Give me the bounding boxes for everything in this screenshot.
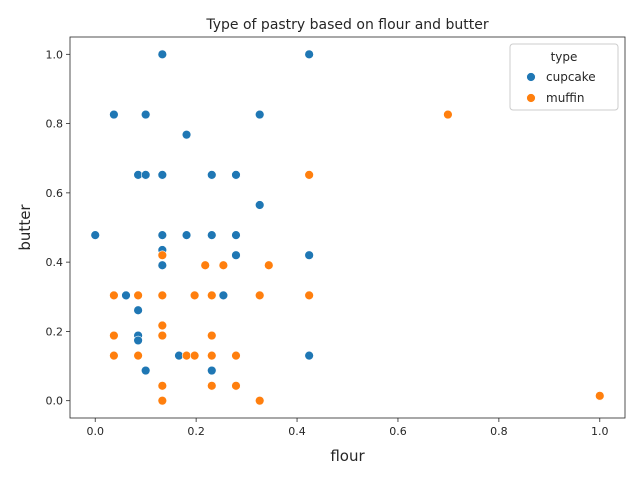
point-muffin: [181, 350, 192, 361]
point-muffin: [109, 350, 119, 361]
x-tick-label: 1.0: [591, 425, 609, 438]
point-muffin: [157, 320, 168, 331]
point-muffin: [200, 260, 210, 270]
y-tick-label: 0.0: [46, 395, 64, 408]
y-axis-ticks: 0.0 0.2 0.4 0.6 0.8 1.0: [46, 48, 70, 408]
point-muffin: [264, 260, 274, 270]
point-cupcake: [181, 129, 192, 140]
point-muffin: [189, 290, 200, 301]
point-cupcake: [133, 305, 143, 315]
point-muffin: [157, 381, 168, 391]
point-muffin: [304, 290, 314, 301]
x-axis-ticks: 0.0 0.2 0.4 0.6 0.8 1.0: [86, 418, 609, 438]
point-cupcake: [304, 49, 314, 60]
point-cupcake: [255, 200, 265, 210]
x-tick-label: 0.0: [86, 425, 104, 438]
point-muffin: [157, 250, 168, 260]
point-muffin: [443, 109, 453, 120]
y-axis-label: butter: [16, 204, 34, 251]
point-cupcake: [109, 109, 119, 120]
legend-box: [509, 43, 619, 111]
point-muffin: [207, 330, 217, 341]
point-cupcake: [121, 290, 131, 301]
point-muffin: [133, 290, 143, 301]
y-tick-label: 0.6: [46, 187, 64, 200]
point-muffin: [109, 290, 119, 301]
point-cupcake: [157, 230, 168, 240]
point-cupcake: [90, 230, 100, 240]
point-cupcake: [231, 170, 241, 180]
point-cupcake: [157, 260, 168, 270]
point-cupcake: [231, 250, 241, 260]
legend: type cupcake muffin: [509, 43, 619, 111]
legend-title: type: [551, 50, 578, 64]
point-cupcake: [181, 230, 192, 240]
point-cupcake: [218, 290, 229, 301]
legend-marker-muffin: [526, 93, 536, 103]
point-muffin: [189, 350, 200, 361]
y-tick-label: 1.0: [46, 48, 64, 61]
point-muffin: [207, 350, 217, 361]
point-cupcake: [133, 335, 143, 346]
point-muffin: [207, 381, 217, 391]
point-muffin: [231, 381, 241, 391]
point-muffin: [157, 330, 168, 341]
x-axis-label: flour: [330, 447, 365, 465]
point-muffin: [595, 391, 605, 401]
point-cupcake: [140, 170, 151, 180]
y-tick-label: 0.8: [46, 118, 64, 131]
legend-label-muffin: muffin: [546, 91, 585, 105]
plot-area: 0.0 0.2 0.4 0.6 0.8 1.0 0.0 0.2 0.4 0.6 0.8 1.0: [46, 36, 626, 438]
point-cupcake: [207, 365, 217, 376]
point-cupcake: [140, 109, 151, 120]
point-muffin: [109, 330, 119, 341]
chart-title: Type of pastry based on flour and butter: [205, 17, 488, 33]
y-tick-label: 0.4: [46, 256, 64, 269]
y-tick-label: 0.2: [46, 325, 64, 338]
point-cupcake: [157, 170, 168, 180]
point-muffin: [157, 290, 168, 301]
x-tick-label: 0.4: [288, 425, 306, 438]
point-cupcake: [255, 109, 265, 120]
point-cupcake: [140, 365, 151, 376]
point-cupcake: [304, 250, 314, 260]
point-cupcake: [207, 230, 217, 240]
point-muffin: [133, 350, 143, 361]
x-tick-label: 0.2: [187, 425, 205, 438]
data-points: [90, 49, 605, 406]
point-muffin: [255, 290, 265, 301]
point-cupcake: [304, 350, 314, 361]
legend-label-cupcake: cupcake: [546, 70, 596, 84]
point-muffin: [207, 290, 217, 301]
legend-marker-cupcake: [526, 72, 536, 82]
x-tick-label: 0.6: [389, 425, 407, 438]
point-muffin: [218, 260, 229, 270]
point-muffin: [157, 395, 168, 406]
point-muffin: [255, 395, 265, 406]
point-muffin: [231, 350, 241, 361]
point-cupcake: [157, 49, 168, 60]
x-tick-label: 0.8: [490, 425, 508, 438]
point-cupcake: [231, 230, 241, 240]
axes-frame: [69, 36, 626, 419]
point-muffin: [304, 170, 314, 180]
point-cupcake: [207, 170, 217, 180]
